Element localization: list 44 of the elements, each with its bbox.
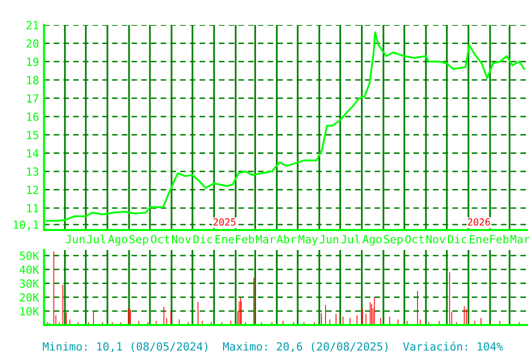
y-tick-label: 20K xyxy=(20,293,40,302)
y-tick-label: 14 xyxy=(27,149,39,158)
x-tick-label: Ene xyxy=(216,235,234,244)
x-tick-label: Sep xyxy=(130,234,148,246)
x-tick-label: Dic xyxy=(448,234,466,244)
x-tick-label: Nov xyxy=(172,235,191,244)
y-tick-label: 20 xyxy=(26,39,38,48)
x-tick-label: Dic xyxy=(194,234,212,244)
x-tick-label: Ago xyxy=(362,235,382,246)
x-tick-label: Feb xyxy=(490,234,508,244)
y-tick-label: 15 xyxy=(27,130,38,140)
y-tick-label: 10K xyxy=(20,307,40,316)
y-tick-label: 10,1 xyxy=(14,220,38,230)
x-tick-label: Jun xyxy=(320,235,338,244)
x-tick-label: Jun xyxy=(66,235,84,244)
y-tick-label: 12 xyxy=(27,186,38,194)
x-tick-label: Ago xyxy=(108,235,128,246)
annotation: 2026 xyxy=(468,218,490,226)
y-tick-label: 40K xyxy=(20,265,40,274)
y-tick-label: 30K xyxy=(20,279,40,288)
x-tick-label: May xyxy=(298,235,318,246)
text: Variación: 104% xyxy=(403,342,503,351)
x-tick-label: Jul xyxy=(341,234,360,244)
y-tick-label: 16 xyxy=(27,112,38,121)
x-tick-label: Nov xyxy=(426,235,446,244)
y-tick-label: 13 xyxy=(27,167,38,176)
annotation: 2025 xyxy=(214,218,236,226)
x-tick-label: Mar xyxy=(510,235,530,244)
y-tick-label: 17 xyxy=(27,94,38,102)
y-tick-label: 50K xyxy=(20,252,40,260)
x-tick-label: Sep xyxy=(384,234,403,246)
y-tick-label: 21 xyxy=(26,21,38,30)
x-tick-label: Oct xyxy=(150,234,170,244)
x-tick-label: Oct xyxy=(405,234,424,244)
x-tick-label: Mar xyxy=(256,235,276,244)
y-tick-label: 11 xyxy=(27,204,38,212)
x-tick-label: Jul xyxy=(86,234,106,244)
y-tick-label: 19 xyxy=(27,58,38,66)
text: Minimo: 10,1 (08/05/2024) xyxy=(42,342,208,352)
y-tick-label: 18 xyxy=(27,76,38,84)
x-tick-label: Feb xyxy=(236,234,254,244)
x-tick-label: Ene xyxy=(470,235,488,244)
text: Maximo: 20,6 (20/08/2025) xyxy=(223,342,388,352)
x-tick-label: Abr xyxy=(276,234,296,244)
